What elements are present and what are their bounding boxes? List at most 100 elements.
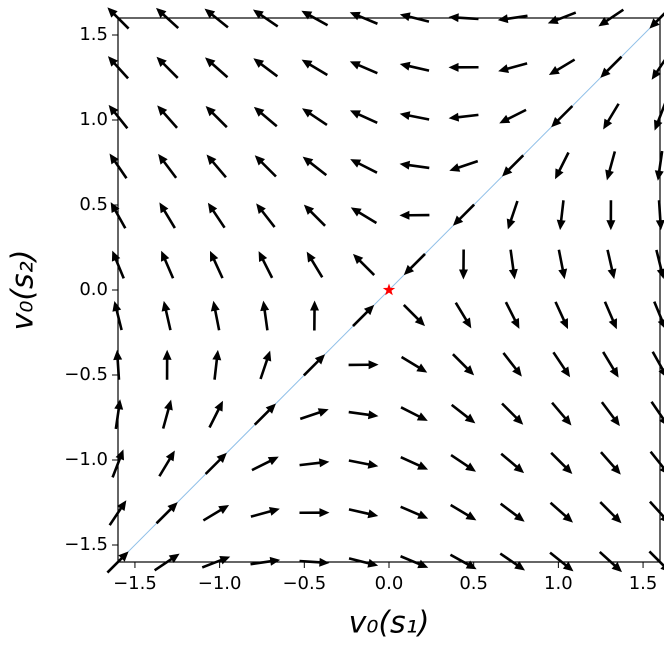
arrow	[206, 154, 227, 179]
arrow	[651, 351, 664, 376]
arrow	[348, 508, 379, 519]
arrow	[549, 501, 574, 523]
arrow	[256, 203, 276, 228]
arrow	[499, 502, 525, 522]
arrow	[348, 410, 379, 420]
arrow	[350, 207, 378, 225]
arrow	[399, 160, 430, 170]
x-tick-label: 0.5	[459, 573, 488, 594]
arrow	[349, 61, 378, 75]
arrow	[648, 550, 664, 571]
x-tick-label: −1.0	[198, 573, 242, 594]
arrow	[155, 502, 178, 525]
arrow	[253, 58, 279, 78]
arrow	[352, 253, 376, 277]
arrow	[400, 355, 428, 373]
arrow	[451, 353, 475, 376]
arrow	[449, 159, 479, 172]
arrow	[450, 453, 476, 472]
arrow	[158, 153, 178, 179]
arrow	[161, 300, 172, 331]
arrow	[498, 62, 528, 73]
arrow	[258, 251, 274, 279]
arrow	[302, 108, 328, 127]
arrow	[448, 112, 479, 122]
arrow	[205, 105, 228, 129]
x-axis-label: v₀(s₁)	[349, 606, 430, 641]
arrow	[651, 58, 664, 80]
arrow	[502, 154, 525, 177]
arrow	[502, 352, 522, 377]
arrow	[454, 301, 472, 329]
arrow	[400, 505, 429, 519]
arrow	[400, 406, 428, 421]
arrow	[500, 452, 525, 474]
arrow	[157, 105, 179, 129]
arrow	[458, 249, 468, 280]
arrow	[156, 56, 179, 79]
arrow	[452, 203, 476, 226]
arrow	[497, 14, 528, 24]
arrow	[162, 349, 172, 380]
arrow	[606, 200, 616, 231]
y-tick-label: −1.5	[64, 534, 108, 555]
arrow	[400, 455, 429, 470]
x-tick-label: 0.0	[375, 573, 404, 594]
arrow	[450, 503, 477, 521]
y-tick-label: 1.0	[79, 109, 108, 130]
arrow	[301, 59, 328, 77]
arrow	[310, 300, 320, 331]
arrow	[253, 106, 278, 128]
arrow	[654, 150, 664, 181]
arrow	[403, 252, 426, 276]
arrow	[352, 304, 375, 328]
arrow	[554, 301, 569, 330]
arrow	[204, 57, 229, 79]
arrow	[504, 301, 520, 329]
arrow	[599, 451, 621, 475]
arrow	[550, 451, 573, 475]
arrow	[551, 401, 572, 426]
arrow	[399, 210, 430, 220]
fixed-point	[382, 283, 396, 296]
arrow	[212, 349, 222, 380]
arrow	[299, 458, 330, 468]
arrow	[557, 249, 568, 280]
arrow	[506, 200, 519, 230]
y-tick-label: 0.5	[79, 194, 108, 215]
arrow	[251, 456, 279, 472]
arrow	[552, 351, 571, 378]
x-tick-label: 1.0	[544, 573, 573, 594]
arrow	[600, 401, 620, 427]
arrow	[602, 351, 619, 378]
arrow	[161, 399, 173, 429]
arrow	[209, 250, 224, 279]
arrow	[649, 450, 664, 473]
arrow	[303, 204, 327, 227]
arrow	[648, 500, 664, 522]
arrow	[606, 249, 617, 280]
x-tick-label: 1.5	[629, 573, 658, 594]
arrow	[306, 251, 324, 279]
x-tick-label: −0.5	[282, 573, 326, 594]
y-axis-label: v₀(s₂)	[6, 250, 41, 331]
arrow	[556, 200, 566, 231]
arrow	[259, 350, 272, 380]
arrow	[501, 402, 524, 425]
arrow	[650, 400, 664, 424]
arrow	[250, 556, 281, 566]
arrow	[114, 399, 124, 430]
arrow	[254, 155, 277, 178]
arrow	[448, 62, 479, 72]
arrow	[260, 300, 270, 331]
x-tick-label: −1.5	[113, 573, 157, 594]
arrow	[159, 202, 176, 229]
arrow	[348, 459, 379, 469]
arrow	[253, 403, 276, 426]
arrow	[605, 151, 617, 181]
arrow	[551, 105, 574, 128]
arrow	[399, 111, 430, 121]
arrow	[208, 400, 223, 429]
arrow	[402, 303, 426, 327]
